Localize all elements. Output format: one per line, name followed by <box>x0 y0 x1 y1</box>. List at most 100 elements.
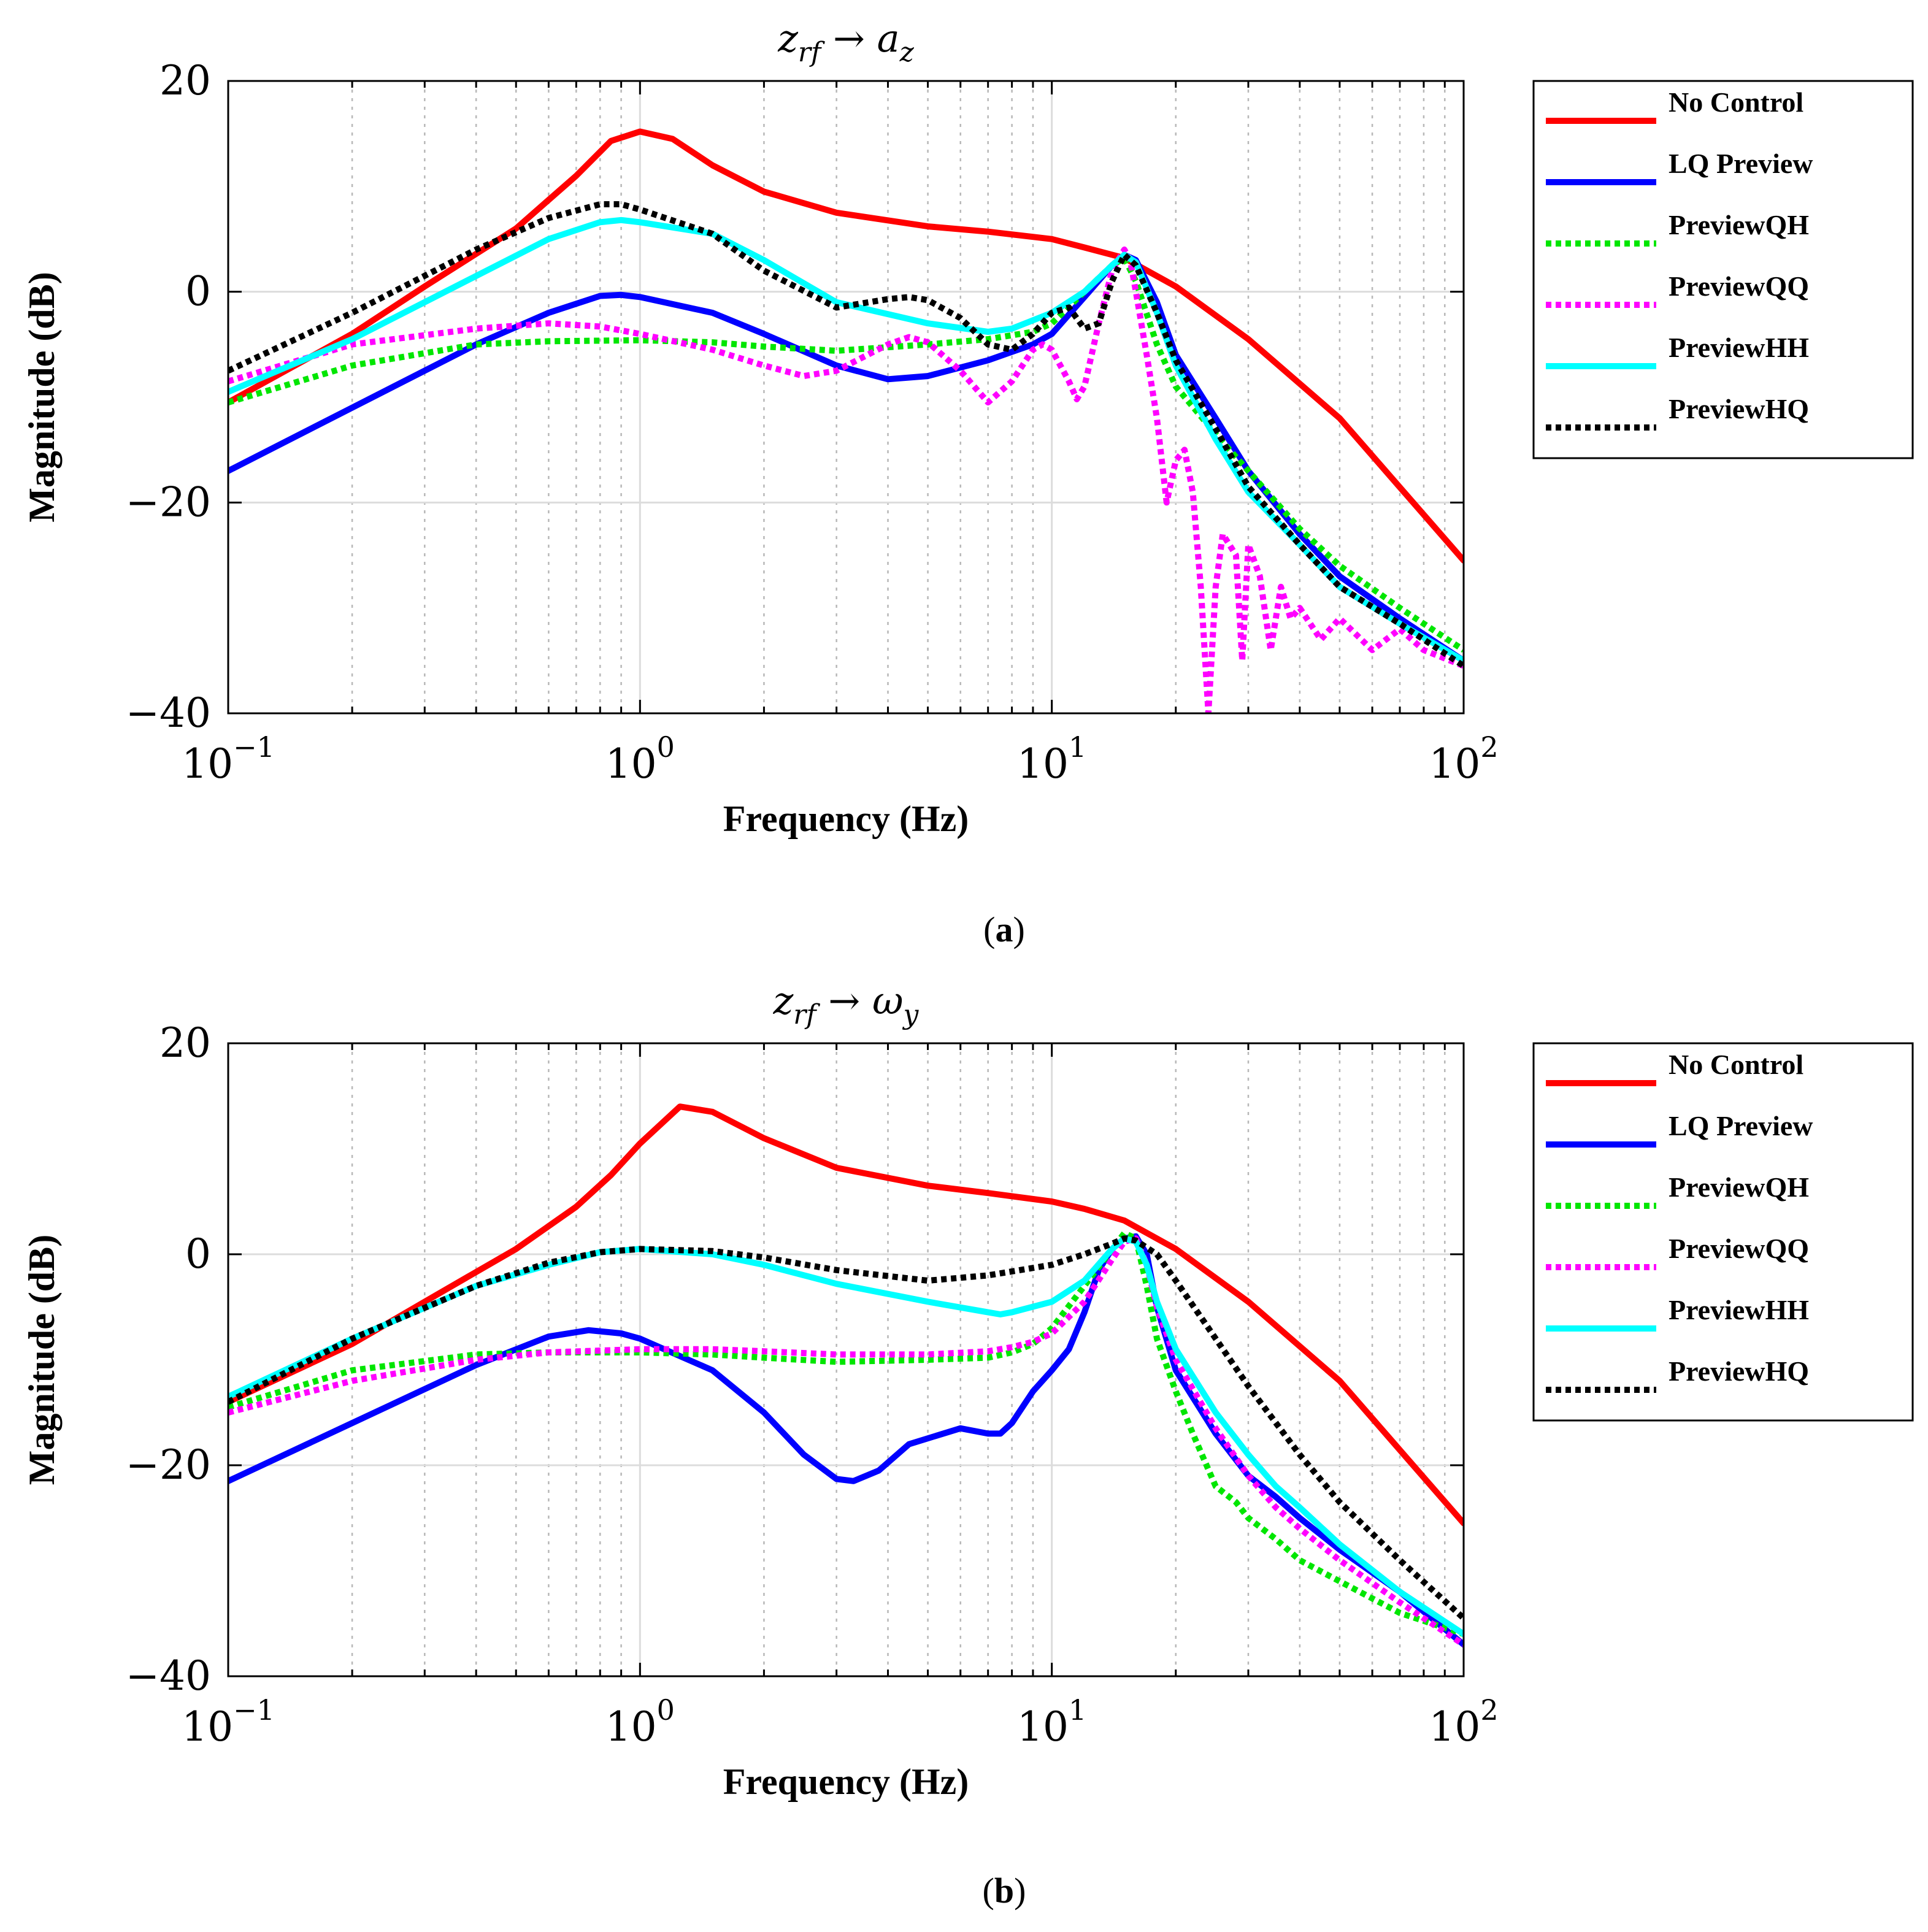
y-tick-label: 0 <box>185 268 211 315</box>
title-base: z <box>777 16 798 61</box>
legend-item: LQ Preview <box>1546 1110 1813 1148</box>
x-tick-base: 10 <box>1017 740 1069 788</box>
caption-open: ( <box>983 910 995 949</box>
x-tick-base: 10 <box>182 740 233 788</box>
title-target-sub: y <box>902 999 920 1030</box>
series-line-no-control <box>228 1103 1464 1527</box>
x-ticks: 10−1 100 101 102 <box>182 1043 1499 1750</box>
caption-letter: a <box>996 910 1013 949</box>
legend-item: PreviewHQ <box>1546 393 1809 431</box>
title-arrow: → <box>816 978 872 1023</box>
legend-label: PreviewQQ <box>1669 270 1809 302</box>
y-tick-label: −20 <box>126 1441 211 1489</box>
legend-item: LQ Preview <box>1546 148 1813 185</box>
series-line-previewqh <box>228 1230 1464 1637</box>
panel-caption: (b) <box>983 1871 1026 1911</box>
legend-item: PreviewQH <box>1546 1171 1809 1209</box>
x-tick-exponent: −1 <box>233 1693 275 1727</box>
series-line-previewqq <box>228 246 1464 713</box>
title-target-sub: z <box>899 37 915 68</box>
legend-item: PreviewHQ <box>1546 1355 1809 1393</box>
series-line-previewhq <box>228 201 1464 669</box>
chart-title: zrf → az <box>777 16 914 68</box>
panel-caption: (a) <box>983 910 1025 949</box>
x-tick-exponent: 2 <box>1480 730 1498 764</box>
y-tick-label: 20 <box>159 1019 211 1067</box>
y-tick-label: −40 <box>126 1652 211 1700</box>
title-target: a <box>877 16 900 61</box>
y-tick-label: 0 <box>185 1230 211 1278</box>
legend-label: PreviewHH <box>1669 332 1809 363</box>
legend-item: PreviewHH <box>1546 332 1809 369</box>
caption-close: ) <box>1013 910 1025 949</box>
legend-label: PreviewQH <box>1669 209 1809 240</box>
legend: No Control LQ Preview PreviewQH PreviewQQ Pr… <box>1532 80 1914 459</box>
y-tick-label: −40 <box>126 689 211 737</box>
legend-item: PreviewHH <box>1546 1294 1809 1332</box>
x-tick-label: 10−1 <box>182 1693 275 1750</box>
x-tick-exponent: 0 <box>657 1693 675 1727</box>
caption-close: ) <box>1014 1871 1026 1911</box>
x-tick-label: 101 <box>1017 1693 1086 1750</box>
title-base-sub: rf <box>798 37 825 68</box>
x-tick-exponent: 1 <box>1069 730 1086 764</box>
series-lines <box>228 1103 1464 1648</box>
legend-label: PreviewQQ <box>1669 1233 1809 1264</box>
y-axis-label: Magnitude (dB) <box>21 1235 62 1485</box>
x-tick-label: 101 <box>1017 730 1086 788</box>
x-tick-exponent: 1 <box>1069 1693 1086 1727</box>
x-tick-exponent: −1 <box>233 730 275 764</box>
series-line-no-control <box>228 128 1464 564</box>
y-ticks: 20 0 −20 −40 <box>126 57 1464 737</box>
y-ticks: 20 0 −20 −40 <box>126 1019 1464 1700</box>
legend-label: LQ Preview <box>1669 1110 1813 1141</box>
y-tick-label: 20 <box>159 57 211 104</box>
series-line-lq-preview <box>228 1233 1464 1648</box>
series-line-previewhq <box>228 1235 1464 1621</box>
minor-gridlines <box>351 81 1446 713</box>
y-tick-label: −20 <box>126 478 211 526</box>
x-tick-label: 100 <box>605 1693 675 1750</box>
legend-item: No Control <box>1546 1049 1803 1086</box>
x-tick-base: 10 <box>1429 740 1480 788</box>
legend-label: LQ Preview <box>1669 148 1813 179</box>
legend-item: PreviewQQ <box>1546 270 1809 308</box>
y-axis-label: Magnitude (dB) <box>21 272 62 522</box>
series-lines <box>228 128 1464 713</box>
legend-item: No Control <box>1546 86 1803 124</box>
series-line-previewhh <box>228 1235 1464 1638</box>
x-tick-base: 10 <box>182 1703 233 1750</box>
series-line-lq-preview <box>228 251 1464 664</box>
legend-box <box>1532 80 1914 459</box>
x-tick-base: 10 <box>1017 1703 1069 1750</box>
x-tick-base: 10 <box>1429 1703 1480 1750</box>
legend-item: PreviewQQ <box>1546 1233 1809 1270</box>
axes-box <box>227 80 1465 715</box>
legend-label: No Control <box>1669 1049 1803 1080</box>
x-ticks: 10−1 100 101 102 <box>182 81 1499 788</box>
title-arrow: → <box>821 16 877 61</box>
title-base-sub: rf <box>793 999 820 1030</box>
caption-letter: b <box>994 1871 1014 1911</box>
x-tick-exponent: 0 <box>657 730 675 764</box>
caption-open: ( <box>983 1871 994 1911</box>
legend-label: PreviewHH <box>1669 1294 1809 1325</box>
x-tick-base: 10 <box>605 740 657 788</box>
title-base: z <box>773 978 794 1023</box>
x-axis-label: Frequency (Hz) <box>723 1761 969 1802</box>
legend-label: No Control <box>1669 86 1803 118</box>
title-target: ω <box>872 978 904 1023</box>
x-tick-label: 100 <box>605 730 675 788</box>
legend-label: PreviewQH <box>1669 1171 1809 1203</box>
x-tick-label: 102 <box>1429 730 1498 788</box>
x-tick-exponent: 2 <box>1480 1693 1498 1727</box>
x-axis-label: Frequency (Hz) <box>723 799 969 839</box>
legend-box <box>1532 1042 1914 1422</box>
series-line-previewqh <box>228 255 1464 653</box>
axes-box <box>227 1042 1465 1677</box>
legend-label: PreviewHQ <box>1669 393 1809 424</box>
legend-label: PreviewHQ <box>1669 1355 1809 1387</box>
x-tick-base: 10 <box>605 1703 657 1750</box>
